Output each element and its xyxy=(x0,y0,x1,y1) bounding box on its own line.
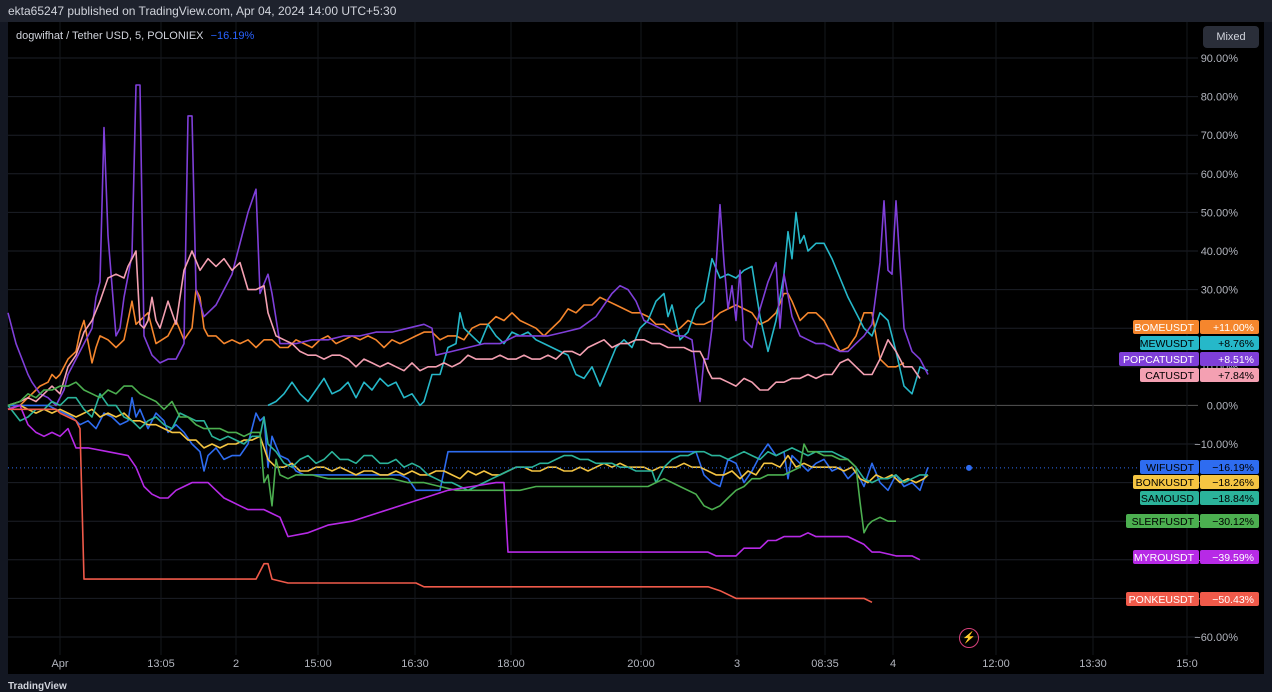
y-tick-label: 0.00% xyxy=(1207,400,1238,412)
axis-name-label: MEWUSDT xyxy=(1140,338,1195,350)
axis-name-label: CATUSDT xyxy=(1145,370,1194,382)
axis-name-label: SLERFUSDT xyxy=(1132,516,1195,528)
y-tick-label: −10.00% xyxy=(1194,439,1238,451)
axis-value-label: −18.26% xyxy=(1212,477,1254,489)
axis-value-label: −39.59% xyxy=(1212,552,1254,564)
axis-name-label: POPCATUSDT xyxy=(1123,354,1195,366)
axis-value-label: +11.00% xyxy=(1213,322,1254,334)
series-line-slerfusdt xyxy=(7,381,896,534)
axis-value-badge xyxy=(1200,320,1259,334)
axis-value-label: +7.84% xyxy=(1218,370,1254,382)
axis-name-badge xyxy=(1140,336,1199,350)
series-line-myrousdt xyxy=(7,404,921,561)
axis-value-badge xyxy=(1200,514,1259,528)
y-tick-label: 40.00% xyxy=(1201,246,1239,258)
axis-value-label: −18.84% xyxy=(1212,493,1254,505)
x-tick-label: 18:00 xyxy=(497,658,525,670)
y-tick-label: −60.00% xyxy=(1194,632,1238,644)
x-tick-label: 13:05 xyxy=(147,658,175,670)
axis-name-badge xyxy=(1133,320,1199,334)
axis-value-label: +8.51% xyxy=(1218,354,1254,366)
axis-value-badge xyxy=(1200,491,1259,505)
publish-text: ekta65247 published on TradingView.com, … xyxy=(8,4,397,18)
series-line-ponkeusdt xyxy=(8,408,873,604)
axis-value-label: −50.43% xyxy=(1212,594,1254,606)
axis-name-badge xyxy=(1140,491,1199,505)
symbol-name: dogwifhat / Tether USD, 5, POLONIEX xyxy=(16,30,204,42)
series-line-mewusdt xyxy=(267,211,929,407)
axis-name-label: BOMEUSDT xyxy=(1134,322,1194,334)
y-tick-label: 80.00% xyxy=(1201,92,1239,104)
axis-value-badge xyxy=(1200,460,1259,474)
x-tick-label: Apr xyxy=(51,658,68,670)
axis-name-badge xyxy=(1126,514,1199,528)
symbol-change: −16.19% xyxy=(210,30,255,42)
axis-name-badge xyxy=(1126,592,1199,606)
x-tick-label: 13:30 xyxy=(1079,658,1107,670)
tradingview-logo: TradingView xyxy=(8,681,67,692)
y-tick-label: 30.00% xyxy=(1201,285,1239,297)
y-tick-label: 90.00% xyxy=(1201,53,1239,65)
x-tick-label: 16:30 xyxy=(401,658,429,670)
symbol-legend[interactable]: dogwifhat / Tether USD, 5, POLONIEX −16.… xyxy=(16,30,254,42)
lightning-icon[interactable]: ⚡ xyxy=(959,628,979,648)
axis-value-label: −16.19% xyxy=(1212,462,1254,474)
bottom-bar xyxy=(0,674,1272,690)
x-tick-label: 3 xyxy=(734,658,740,670)
y-tick-label: 70.00% xyxy=(1201,130,1239,142)
axis-name-badge xyxy=(1133,550,1199,564)
series-line-catusdt xyxy=(7,250,921,407)
series-line-bonkusdt xyxy=(7,404,929,484)
publish-bar: ekta65247 published on TradingView.com, … xyxy=(0,0,1272,22)
axis-name-badge xyxy=(1119,352,1199,366)
axis-name-label: MYROUSDT xyxy=(1134,552,1195,564)
axis-name-badge xyxy=(1140,460,1199,474)
axis-value-badge xyxy=(1200,550,1259,564)
axis-value-label: +8.76% xyxy=(1218,338,1254,350)
series-line-samousd xyxy=(7,393,928,492)
axis-name-badge xyxy=(1133,475,1199,489)
series-line-popcatusdt xyxy=(7,84,929,407)
x-tick-label: 2 xyxy=(233,658,239,670)
last-point-marker xyxy=(966,464,972,471)
axis-name-label: SAMOUSD xyxy=(1141,493,1195,505)
x-tick-label: 15:0 xyxy=(1176,658,1197,670)
y-tick-label: 50.00% xyxy=(1201,207,1239,219)
series-line-wifusdt xyxy=(8,396,929,492)
x-tick-label: 08:35 xyxy=(811,658,839,670)
x-tick-label: 15:00 xyxy=(304,658,332,670)
axis-value-badge xyxy=(1200,352,1259,366)
axis-name-label: BONKUSDT xyxy=(1136,477,1195,489)
x-tick-label: 20:00 xyxy=(627,658,655,670)
axis-name-label: PONKEUSDT xyxy=(1129,594,1195,606)
mixed-button[interactable]: Mixed xyxy=(1203,26,1259,48)
axis-value-badge xyxy=(1200,592,1259,606)
axis-name-label: WIFUSDT xyxy=(1146,462,1194,474)
chart-area[interactable] xyxy=(8,22,1264,674)
y-tick-label: 60.00% xyxy=(1201,169,1239,181)
axis-name-badge xyxy=(1140,368,1199,382)
x-tick-label: 4 xyxy=(890,658,896,670)
axis-value-badge xyxy=(1200,475,1259,489)
axis-value-badge xyxy=(1200,336,1259,350)
x-tick-label: 12:00 xyxy=(982,658,1010,670)
tradingview-logo-text: TradingView xyxy=(8,681,67,692)
axis-value-label: −30.12% xyxy=(1212,516,1254,528)
axis-value-badge xyxy=(1200,368,1259,382)
